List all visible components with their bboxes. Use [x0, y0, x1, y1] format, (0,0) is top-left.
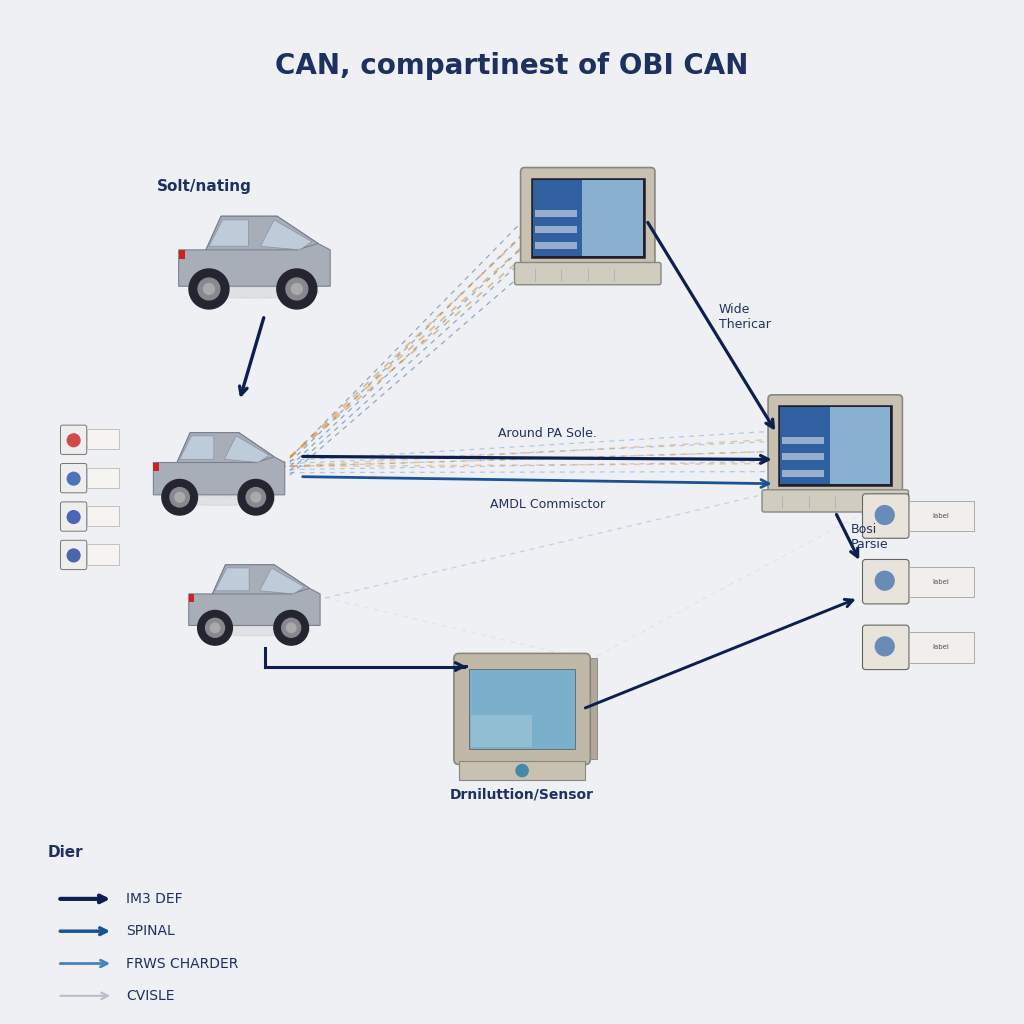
Polygon shape — [212, 565, 309, 594]
FancyBboxPatch shape — [514, 262, 660, 285]
Circle shape — [206, 618, 224, 637]
Text: Around PA Sole.: Around PA Sole. — [498, 427, 597, 439]
Polygon shape — [206, 216, 318, 250]
Circle shape — [292, 284, 302, 295]
FancyBboxPatch shape — [188, 594, 194, 602]
FancyBboxPatch shape — [782, 470, 824, 476]
Circle shape — [204, 284, 214, 295]
FancyBboxPatch shape — [178, 250, 184, 259]
Text: FRWS CHARDER: FRWS CHARDER — [126, 956, 239, 971]
FancyBboxPatch shape — [87, 468, 119, 487]
Circle shape — [210, 623, 220, 633]
Text: Bosi
Parsie: Bosi Parsie — [850, 523, 888, 551]
Circle shape — [282, 618, 301, 637]
FancyBboxPatch shape — [762, 489, 908, 512]
Circle shape — [175, 493, 184, 502]
FancyBboxPatch shape — [471, 715, 532, 748]
Polygon shape — [177, 432, 274, 463]
Ellipse shape — [163, 496, 274, 505]
Polygon shape — [215, 568, 249, 591]
FancyBboxPatch shape — [862, 559, 909, 604]
Circle shape — [276, 269, 316, 309]
Ellipse shape — [190, 287, 318, 298]
Circle shape — [286, 279, 308, 300]
Circle shape — [874, 570, 895, 591]
Polygon shape — [178, 216, 330, 287]
FancyBboxPatch shape — [454, 653, 590, 765]
FancyBboxPatch shape — [154, 463, 159, 471]
FancyBboxPatch shape — [862, 625, 909, 670]
FancyBboxPatch shape — [583, 179, 643, 256]
FancyBboxPatch shape — [535, 243, 577, 250]
FancyBboxPatch shape — [469, 669, 575, 750]
Text: label: label — [933, 513, 949, 519]
FancyBboxPatch shape — [520, 168, 655, 268]
FancyBboxPatch shape — [829, 407, 890, 483]
Circle shape — [287, 623, 296, 633]
Text: Drniluttion/Sensor: Drniluttion/Sensor — [451, 787, 594, 802]
Text: label: label — [933, 644, 949, 650]
FancyBboxPatch shape — [87, 429, 119, 450]
Circle shape — [874, 505, 895, 525]
Circle shape — [67, 549, 81, 562]
FancyBboxPatch shape — [782, 454, 824, 461]
FancyBboxPatch shape — [532, 179, 583, 256]
FancyBboxPatch shape — [586, 658, 597, 760]
FancyBboxPatch shape — [60, 464, 87, 493]
FancyBboxPatch shape — [60, 541, 87, 569]
Polygon shape — [179, 436, 214, 460]
Text: SPINAL: SPINAL — [126, 925, 175, 938]
Text: CVISLE: CVISLE — [126, 989, 175, 1002]
Polygon shape — [260, 568, 304, 594]
FancyBboxPatch shape — [60, 502, 87, 531]
Text: Solt/nating: Solt/nating — [157, 179, 251, 195]
FancyBboxPatch shape — [87, 506, 119, 526]
FancyBboxPatch shape — [778, 404, 892, 485]
Circle shape — [251, 493, 261, 502]
Circle shape — [198, 279, 220, 300]
Circle shape — [162, 479, 198, 515]
Polygon shape — [224, 436, 269, 463]
Text: AMDL Commisctor: AMDL Commisctor — [489, 499, 605, 511]
FancyBboxPatch shape — [909, 501, 974, 531]
Circle shape — [198, 610, 232, 645]
FancyBboxPatch shape — [768, 395, 902, 496]
Circle shape — [170, 487, 189, 507]
FancyBboxPatch shape — [780, 407, 829, 483]
Text: Wide
Thericar: Wide Thericar — [719, 302, 771, 331]
Polygon shape — [209, 220, 249, 246]
FancyBboxPatch shape — [909, 632, 974, 663]
Circle shape — [67, 472, 81, 485]
Circle shape — [874, 636, 895, 656]
Text: IM3 DEF: IM3 DEF — [126, 892, 182, 906]
Circle shape — [67, 433, 81, 447]
Circle shape — [273, 610, 308, 645]
Polygon shape — [154, 432, 285, 495]
Circle shape — [189, 269, 229, 309]
FancyBboxPatch shape — [862, 494, 909, 539]
FancyBboxPatch shape — [535, 226, 577, 233]
FancyBboxPatch shape — [60, 425, 87, 455]
Polygon shape — [260, 220, 312, 250]
Circle shape — [67, 510, 81, 524]
FancyBboxPatch shape — [909, 566, 974, 597]
Text: CAN, compartinest of OBI CAN: CAN, compartinest of OBI CAN — [275, 52, 749, 81]
Circle shape — [516, 765, 528, 776]
Polygon shape — [188, 565, 321, 626]
Text: Dier: Dier — [47, 846, 83, 860]
Circle shape — [246, 487, 265, 507]
FancyBboxPatch shape — [535, 210, 577, 217]
FancyBboxPatch shape — [530, 177, 645, 258]
Ellipse shape — [199, 627, 310, 636]
FancyBboxPatch shape — [87, 545, 119, 564]
FancyBboxPatch shape — [459, 762, 586, 779]
FancyBboxPatch shape — [782, 437, 824, 444]
Circle shape — [238, 479, 273, 515]
Text: label: label — [933, 579, 949, 585]
